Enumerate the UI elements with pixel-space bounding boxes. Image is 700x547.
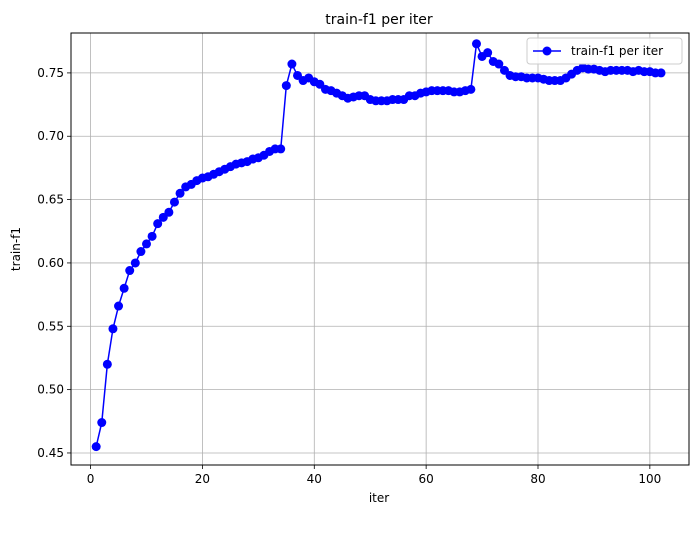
y-axis-title: train-f1 [9, 227, 23, 271]
x-tick-label: 80 [530, 472, 545, 486]
data-point [287, 59, 297, 69]
y-tick-label: 0.75 [37, 66, 64, 80]
y-tick-label: 0.45 [37, 446, 64, 460]
data-point [471, 39, 481, 49]
data-point [102, 359, 112, 369]
x-tick-label: 40 [307, 472, 322, 486]
y-tick-label: 0.55 [37, 319, 64, 333]
x-tick-label: 100 [638, 472, 661, 486]
y-tick-label: 0.65 [37, 193, 64, 207]
data-point [108, 324, 118, 334]
axis-ticks: 0 20 40 60 80 100 0.45 0.50 0.55 0.60 0.65 0.70 0.75 [37, 66, 661, 486]
data-point [147, 231, 157, 241]
data-point [142, 239, 151, 249]
x-axis-title: iter [369, 491, 389, 505]
grid-lines [71, 33, 689, 465]
data-point [281, 81, 291, 91]
legend-box [526, 37, 683, 65]
x-tick-label: 0 [87, 472, 95, 486]
data-point [494, 59, 504, 69]
data-point [276, 144, 286, 154]
data-point [130, 258, 140, 268]
data-point [136, 247, 146, 257]
data-point [466, 84, 476, 94]
data-point [114, 301, 124, 311]
data-point [91, 442, 101, 452]
data-point [97, 418, 107, 428]
plot-frame [70, 32, 690, 466]
legend-label: train-f1 per iter [571, 44, 663, 58]
chart-title: train-f1 per iter [325, 12, 433, 28]
data-point [153, 219, 163, 229]
data-point [175, 188, 185, 198]
series-layer [91, 39, 666, 452]
data-point [483, 48, 493, 58]
y-tick-label: 0.60 [37, 256, 64, 270]
data-point [164, 207, 174, 217]
y-tick-label: 0.70 [37, 129, 64, 143]
data-point [169, 197, 179, 207]
legend: train-f1 per iter [526, 37, 683, 65]
data-point [656, 68, 666, 78]
legend-marker-swatch [542, 46, 552, 56]
data-point [119, 283, 129, 293]
x-tick-label: 60 [418, 472, 433, 486]
y-tick-label: 0.50 [37, 383, 64, 397]
x-tick-label: 20 [195, 472, 210, 486]
data-point [125, 266, 135, 276]
